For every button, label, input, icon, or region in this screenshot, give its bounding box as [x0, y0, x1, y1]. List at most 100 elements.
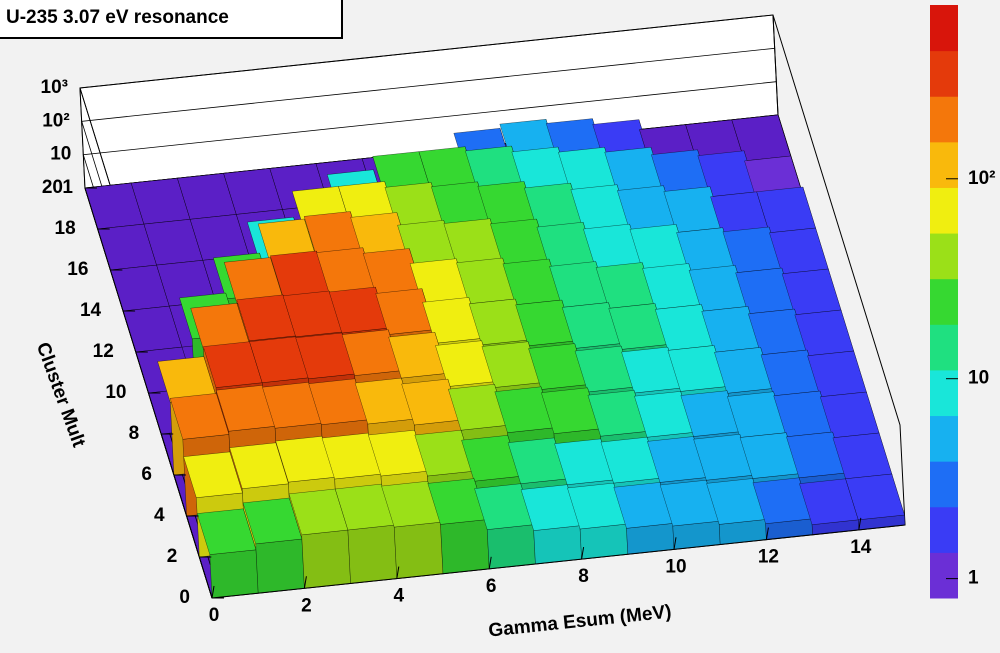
lego-cell	[335, 483, 397, 584]
cell-front	[440, 519, 490, 574]
cell-top	[229, 442, 289, 489]
cell-top	[667, 345, 727, 392]
cell-top	[647, 436, 707, 483]
color-bar-step	[930, 324, 958, 371]
cell-top	[335, 483, 395, 531]
cell-top	[600, 437, 660, 484]
cell-top	[381, 481, 441, 528]
cell-top	[183, 451, 243, 498]
surface	[84, 114, 906, 599]
color-bar-step	[930, 506, 958, 553]
x-axis	[211, 524, 906, 599]
x-tick-label: 6	[486, 576, 497, 597]
z-tick-label: 1	[62, 177, 73, 198]
cell-top	[414, 430, 474, 477]
cell-top	[215, 385, 276, 432]
x-tick-label: 12	[758, 547, 779, 568]
color-bar-step	[930, 187, 958, 234]
cell-top	[528, 343, 588, 390]
cell-top	[752, 477, 812, 524]
y-tick-label: 2	[167, 546, 178, 567]
color-tick-label: 1	[968, 568, 979, 589]
color-bar-step	[930, 141, 958, 188]
y-tick-label: 18	[55, 218, 76, 239]
cell-top	[507, 437, 568, 484]
cell-top	[275, 436, 335, 483]
cell-top	[282, 290, 343, 337]
cell-top	[613, 482, 673, 529]
color-tick-label: 10	[968, 368, 989, 389]
lego-cell	[567, 482, 628, 560]
cell-top	[295, 332, 355, 379]
y-axis-title: Cluster Mult	[32, 340, 90, 451]
lego-cell	[613, 482, 675, 555]
y-tick-label: 6	[141, 464, 152, 485]
x-tick-label: 8	[578, 566, 589, 587]
y-tick-label: 0	[179, 587, 190, 608]
color-bar-step	[930, 461, 958, 508]
lego-cell	[706, 478, 767, 545]
cell-top	[468, 298, 529, 345]
lego-cell	[474, 483, 536, 569]
cell-top	[242, 497, 303, 545]
x-tick-label: 14	[850, 537, 872, 558]
cell-top	[706, 478, 766, 525]
color-tick-label: 10²	[968, 168, 995, 189]
cell-top	[461, 435, 521, 482]
cell-top	[693, 434, 753, 481]
cell-top	[515, 299, 575, 346]
x-tick-label: 2	[301, 595, 312, 616]
cell-top	[329, 286, 389, 334]
cell-top	[422, 297, 482, 344]
lego-cell	[196, 508, 259, 599]
color-bar-step	[930, 233, 958, 280]
y-tick-label: 20	[42, 177, 63, 198]
cell-front	[579, 523, 628, 560]
lego-cell	[242, 497, 305, 594]
cell-top	[321, 432, 382, 480]
cell-top	[680, 390, 740, 437]
lego-cell	[659, 480, 721, 550]
cell-front	[255, 538, 305, 594]
cell-top	[196, 508, 257, 555]
cell-top	[520, 484, 581, 531]
cell-top	[587, 390, 647, 437]
y-tick-label: 14	[80, 300, 102, 321]
cell-top	[567, 482, 627, 530]
cell-top	[494, 386, 554, 433]
cell-top	[354, 377, 415, 425]
color-bar-step	[930, 5, 958, 52]
color-bar-step	[930, 552, 958, 599]
color-bar-step	[930, 96, 958, 143]
title-box	[0, 0, 343, 39]
x-tick	[303, 576, 307, 589]
cell-top	[621, 346, 681, 394]
x-tick-label: 0	[209, 605, 220, 626]
cell-top	[401, 378, 461, 426]
cell-top	[574, 345, 635, 393]
y-tick-label: 8	[129, 423, 140, 444]
cell-front	[347, 524, 397, 584]
x-tick-label: 4	[394, 586, 405, 607]
color-bar-step	[930, 278, 958, 325]
cell-top	[308, 378, 368, 425]
x-tick	[211, 585, 215, 599]
cell-top	[786, 431, 846, 478]
x-tick	[858, 517, 862, 530]
cell-top	[608, 303, 668, 350]
color-bar: 1 10 10²	[930, 5, 995, 599]
color-bar-step	[930, 415, 958, 462]
y-tick-label: 4	[154, 505, 165, 526]
cell-top	[659, 480, 720, 527]
y-tick-label: 16	[67, 259, 88, 280]
x-axis-title: Gamma Esum (MeV)	[487, 601, 672, 641]
cell-top	[236, 294, 296, 341]
cell-top	[427, 478, 487, 525]
cell-top	[562, 302, 622, 349]
cell-top	[262, 382, 322, 429]
cell-top	[541, 387, 601, 434]
lego-cell	[799, 478, 859, 535]
cell-top	[448, 384, 508, 431]
lego-cell	[381, 481, 444, 579]
